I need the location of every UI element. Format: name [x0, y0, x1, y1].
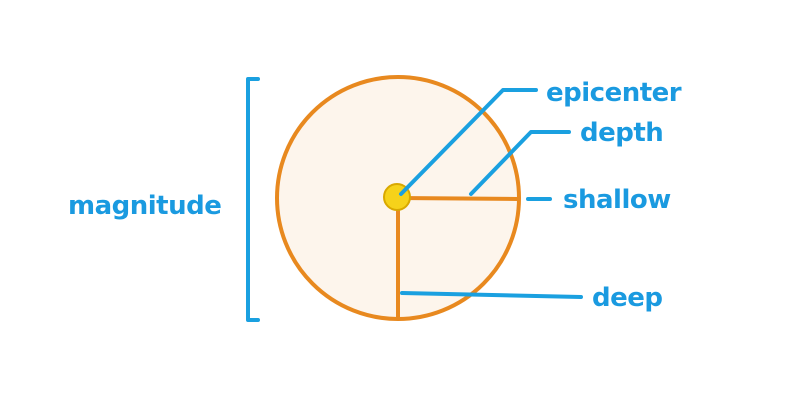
- shallow-label: shallow: [563, 185, 671, 215]
- depth-label: depth: [580, 118, 663, 148]
- deep-label: deep: [592, 283, 663, 313]
- epicenter-label: epicenter: [546, 78, 682, 108]
- magnitude-bracket: [246, 77, 260, 322]
- deep-leader-line: [400, 291, 583, 299]
- depth-leader-line: [469, 130, 571, 196]
- epicenter-leader-line: [399, 88, 538, 196]
- shallow-radius-line: [397, 196, 520, 201]
- magnitude-label: magnitude: [68, 191, 221, 221]
